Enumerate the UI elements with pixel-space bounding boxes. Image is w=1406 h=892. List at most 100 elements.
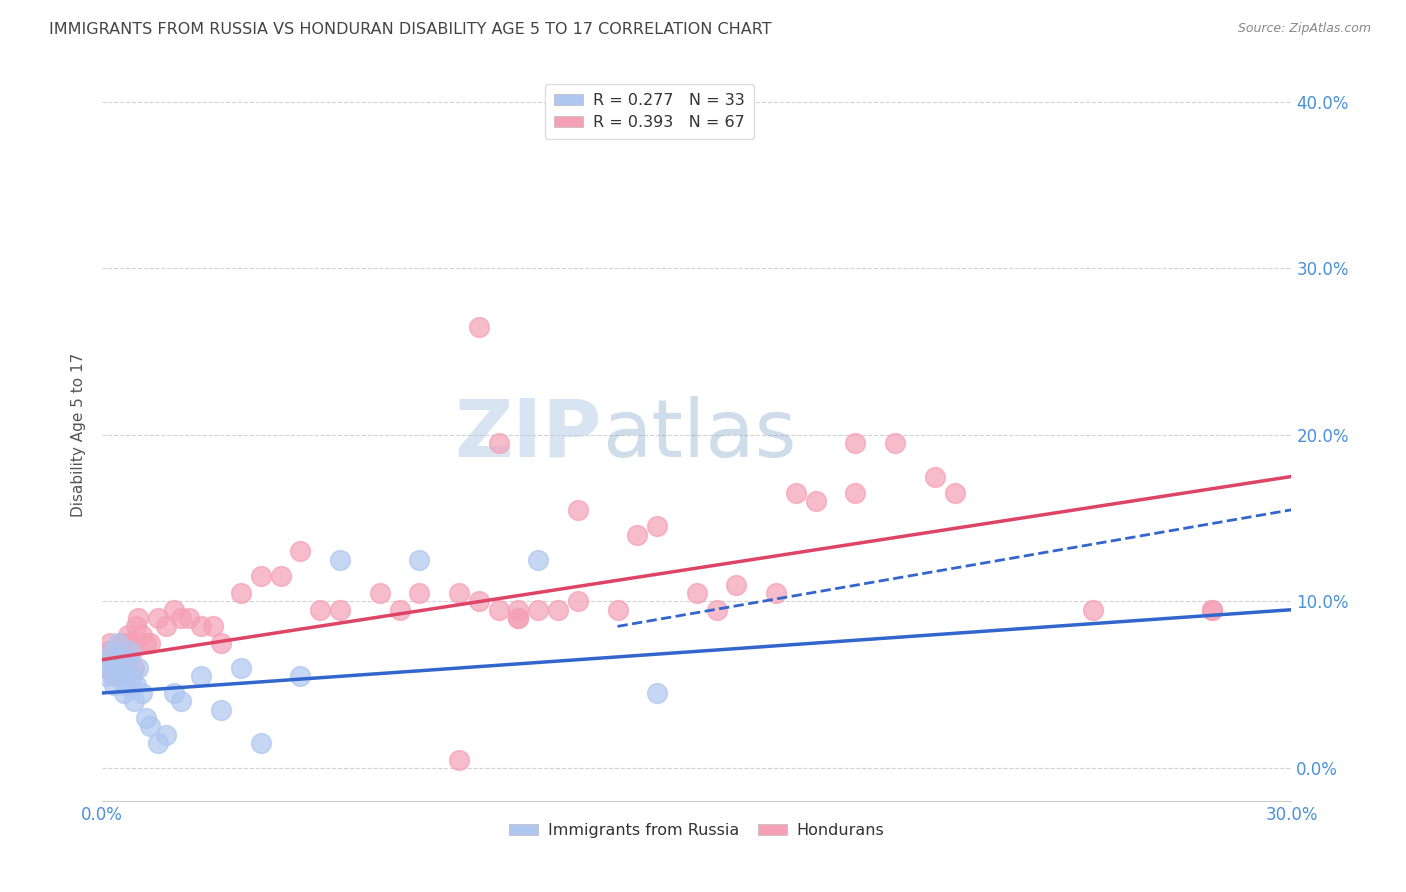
Point [139, 719, 162, 733]
Point [98, 653, 121, 667]
Point [1201, 603, 1223, 617]
Point [117, 628, 139, 642]
Point [368, 586, 391, 600]
Point [765, 586, 787, 600]
Point [117, 653, 139, 667]
Point [105, 661, 128, 675]
Point [97, 644, 120, 658]
Point [209, 636, 232, 650]
Point [290, 544, 312, 558]
Point [725, 578, 748, 592]
Point [202, 619, 225, 633]
Point [686, 586, 709, 600]
Point [96, 661, 118, 675]
Point [527, 553, 550, 567]
Point [508, 611, 530, 625]
Point [96, 669, 118, 683]
Point [309, 603, 332, 617]
Point [122, 661, 145, 675]
Point [706, 603, 728, 617]
Point [1083, 603, 1105, 617]
Point [108, 653, 131, 667]
Point [468, 319, 491, 334]
Point [408, 586, 430, 600]
Point [131, 628, 153, 642]
Point [125, 678, 148, 692]
Point [97, 661, 120, 675]
Point [190, 619, 212, 633]
Point [249, 736, 271, 750]
Point [105, 653, 128, 667]
Point [179, 611, 201, 625]
Point [844, 436, 866, 450]
Point [626, 528, 648, 542]
Point [447, 586, 470, 600]
Point [155, 728, 177, 742]
Legend: Immigrants from Russia, Hondurans: Immigrants from Russia, Hondurans [503, 817, 890, 845]
Point [121, 644, 143, 658]
Point [170, 694, 193, 708]
Point [249, 569, 271, 583]
Point [112, 661, 135, 675]
Point [146, 736, 169, 750]
Point [527, 603, 550, 617]
Point [229, 661, 252, 675]
Point [115, 653, 138, 667]
Point [645, 686, 668, 700]
Point [508, 611, 530, 625]
Point [388, 603, 411, 617]
Point [135, 636, 157, 650]
Text: IMMIGRANTS FROM RUSSIA VS HONDURAN DISABILITY AGE 5 TO 17 CORRELATION CHART: IMMIGRANTS FROM RUSSIA VS HONDURAN DISAB… [49, 22, 772, 37]
Point [606, 603, 628, 617]
Point [98, 636, 121, 650]
Point [488, 436, 510, 450]
Point [115, 678, 138, 692]
Point [785, 486, 807, 500]
Point [943, 486, 966, 500]
Point [547, 603, 569, 617]
Point [924, 469, 946, 483]
Point [101, 644, 124, 658]
Point [162, 603, 184, 617]
Point [329, 553, 352, 567]
Point [112, 686, 135, 700]
Point [844, 486, 866, 500]
Point [125, 619, 148, 633]
Point [139, 636, 162, 650]
Text: atlas: atlas [602, 396, 796, 474]
Point [127, 611, 149, 625]
Point [122, 694, 145, 708]
Point [508, 603, 530, 617]
Point [447, 753, 470, 767]
Point [290, 669, 312, 683]
Point [103, 678, 125, 692]
Point [118, 636, 141, 650]
Point [107, 644, 129, 658]
Point [155, 619, 177, 633]
Point [131, 686, 153, 700]
Point [567, 594, 589, 608]
Point [162, 686, 184, 700]
Text: Source: ZipAtlas.com: Source: ZipAtlas.com [1237, 22, 1371, 36]
Point [111, 636, 134, 650]
Point [270, 569, 292, 583]
Text: ZIP: ZIP [454, 396, 602, 474]
Point [170, 611, 193, 625]
Point [103, 669, 125, 683]
Point [209, 703, 232, 717]
Point [229, 586, 252, 600]
Point [135, 711, 157, 725]
Point [645, 519, 668, 533]
Point [146, 611, 169, 625]
Point [488, 603, 510, 617]
Point [118, 644, 141, 658]
Point [111, 661, 134, 675]
Point [107, 636, 129, 650]
Point [468, 594, 491, 608]
Point [408, 553, 430, 567]
Point [329, 603, 352, 617]
Point [108, 669, 131, 683]
Point [567, 503, 589, 517]
Point [804, 494, 827, 508]
Y-axis label: Disability Age 5 to 17: Disability Age 5 to 17 [72, 352, 86, 517]
